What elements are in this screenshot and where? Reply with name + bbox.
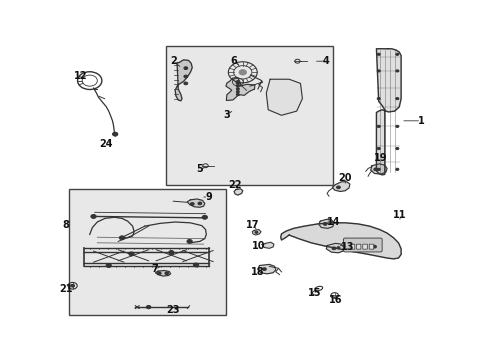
Circle shape (396, 148, 399, 150)
Circle shape (106, 264, 111, 267)
Text: 10: 10 (252, 240, 266, 251)
Text: 18: 18 (251, 267, 265, 277)
Polygon shape (258, 264, 276, 274)
Text: 17: 17 (246, 220, 260, 230)
Circle shape (91, 215, 96, 219)
Polygon shape (281, 223, 401, 259)
Circle shape (236, 82, 239, 85)
Circle shape (337, 247, 340, 249)
Circle shape (236, 81, 240, 84)
Text: 22: 22 (228, 180, 242, 190)
Circle shape (198, 202, 202, 205)
Circle shape (184, 75, 188, 78)
Text: 23: 23 (167, 305, 180, 315)
Text: 15: 15 (308, 288, 321, 298)
FancyBboxPatch shape (343, 238, 382, 252)
Polygon shape (318, 219, 334, 228)
Circle shape (236, 88, 239, 90)
Circle shape (194, 263, 199, 267)
Circle shape (396, 125, 399, 127)
Polygon shape (326, 243, 344, 253)
Polygon shape (226, 78, 255, 100)
Circle shape (120, 236, 124, 240)
Circle shape (236, 85, 239, 87)
Polygon shape (187, 199, 205, 207)
Text: 5: 5 (196, 164, 203, 174)
Circle shape (323, 222, 327, 225)
Polygon shape (371, 164, 387, 174)
Circle shape (184, 67, 188, 69)
Text: 21: 21 (59, 284, 73, 294)
Text: 11: 11 (393, 210, 407, 220)
Circle shape (184, 82, 188, 85)
Polygon shape (234, 189, 243, 195)
Text: 12: 12 (74, 72, 88, 81)
Circle shape (71, 284, 74, 287)
Text: 13: 13 (341, 242, 355, 252)
Circle shape (396, 168, 399, 170)
Circle shape (377, 125, 380, 127)
Circle shape (190, 203, 194, 205)
Text: 24: 24 (99, 139, 113, 149)
Circle shape (377, 70, 380, 72)
Circle shape (129, 252, 134, 256)
Text: 20: 20 (339, 173, 352, 183)
Circle shape (236, 91, 239, 93)
Circle shape (377, 98, 380, 100)
Circle shape (377, 53, 380, 55)
Circle shape (147, 305, 151, 309)
Polygon shape (332, 182, 350, 192)
Polygon shape (155, 270, 171, 276)
Polygon shape (175, 60, 192, 101)
Text: 19: 19 (374, 153, 388, 163)
Text: 6: 6 (231, 56, 238, 66)
FancyBboxPatch shape (166, 46, 333, 185)
Polygon shape (263, 242, 274, 248)
Circle shape (372, 245, 376, 248)
FancyBboxPatch shape (350, 244, 355, 249)
Circle shape (396, 53, 399, 55)
Circle shape (396, 98, 399, 100)
Circle shape (187, 239, 192, 243)
Circle shape (332, 247, 336, 250)
Circle shape (377, 148, 380, 150)
Polygon shape (376, 49, 401, 175)
Text: 16: 16 (329, 296, 342, 305)
Polygon shape (267, 79, 302, 115)
FancyBboxPatch shape (356, 244, 361, 249)
Circle shape (113, 132, 118, 136)
FancyBboxPatch shape (363, 244, 368, 249)
Text: 9: 9 (205, 192, 212, 202)
Circle shape (263, 268, 267, 270)
Circle shape (239, 69, 246, 75)
FancyBboxPatch shape (369, 244, 374, 249)
Text: 1: 1 (418, 116, 425, 126)
Circle shape (165, 272, 169, 275)
Circle shape (337, 186, 341, 189)
Text: 7: 7 (151, 264, 158, 274)
Circle shape (255, 231, 258, 233)
Circle shape (157, 272, 161, 275)
Text: 2: 2 (170, 56, 177, 66)
Text: 3: 3 (223, 110, 230, 120)
FancyBboxPatch shape (69, 189, 226, 315)
Text: 14: 14 (327, 217, 341, 227)
Text: 4: 4 (323, 56, 330, 66)
Circle shape (396, 70, 399, 72)
Circle shape (169, 251, 174, 255)
Text: 8: 8 (62, 220, 69, 230)
Circle shape (202, 215, 207, 219)
Polygon shape (252, 229, 261, 235)
Circle shape (374, 168, 378, 171)
Circle shape (377, 168, 380, 170)
Circle shape (236, 93, 239, 96)
